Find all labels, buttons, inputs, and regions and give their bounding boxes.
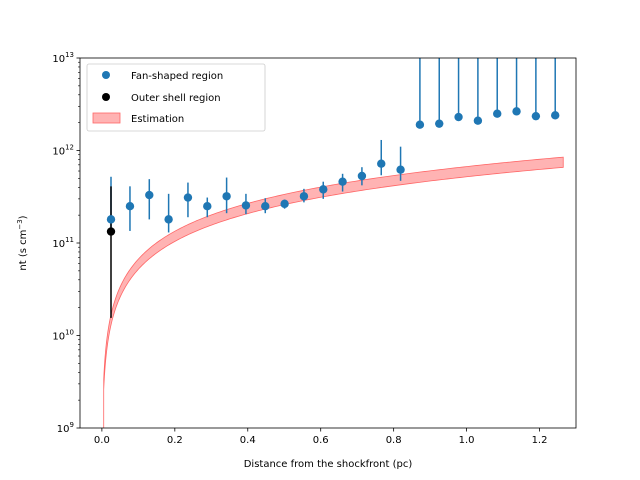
legend-label-estimation: Estimation bbox=[131, 114, 184, 125]
y-tick-label: 109 bbox=[57, 421, 74, 435]
y-axis-title-exponent: −3 bbox=[16, 219, 24, 229]
legend: Fan-shaped region Outer shell region Est… bbox=[86, 63, 266, 132]
y-tick-label: 1010 bbox=[52, 329, 74, 343]
x-tick-label: 0.2 bbox=[167, 435, 183, 446]
fan-shaped-point bbox=[241, 201, 251, 210]
y-tick-label-base: 10 bbox=[57, 424, 70, 435]
fan-shaped-point bbox=[222, 192, 231, 201]
fan-shaped-point bbox=[396, 165, 405, 174]
fan-shaped-point bbox=[280, 199, 289, 209]
y-tick-label-base: 10 bbox=[52, 239, 65, 250]
x-tick-label: 1.0 bbox=[459, 435, 475, 446]
fan-shaped-point bbox=[319, 185, 328, 194]
y-axis-title-close: ) bbox=[18, 215, 29, 219]
legend-marker-fan-shaped bbox=[102, 71, 110, 79]
x-tick-label: 1.2 bbox=[532, 435, 548, 446]
y-tick-label-exponent: 10 bbox=[65, 329, 74, 337]
y-tick-label: 1013 bbox=[52, 51, 74, 65]
fan-shaped-point bbox=[531, 111, 541, 121]
fan-shaped-point bbox=[164, 215, 173, 224]
x-axis-title: Distance from the shockfront (pc) bbox=[244, 459, 413, 470]
y-tick-label-exponent: 11 bbox=[65, 236, 74, 244]
x-tick-label: 0.4 bbox=[240, 435, 256, 446]
data-point-layer bbox=[106, 107, 560, 236]
fan-shaped-point bbox=[415, 120, 425, 129]
estimation-band bbox=[103, 156, 564, 428]
y-axis-title: nt (s cm−3) bbox=[16, 215, 29, 270]
fan-shaped-point bbox=[512, 107, 521, 116]
legend-label-fan-shaped: Fan-shaped region bbox=[131, 71, 223, 82]
fan-shaped-point bbox=[299, 192, 309, 201]
fan-shaped-point bbox=[473, 116, 483, 125]
y-tick-label-exponent: 13 bbox=[65, 51, 74, 59]
y-tick-label: 1011 bbox=[52, 236, 74, 250]
x-tick-label: 0.8 bbox=[386, 435, 402, 446]
fan-shaped-point bbox=[435, 119, 444, 128]
estimation-band-layer bbox=[103, 156, 564, 428]
x-axis-ticks: 0.0 0.2 0.4 0.6 0.8 1.0 1.2 bbox=[94, 428, 548, 446]
legend-frame bbox=[86, 63, 266, 132]
y-tick-label-base: 10 bbox=[52, 332, 65, 343]
y-tick-label: 1012 bbox=[52, 144, 74, 158]
outer-shell-point bbox=[106, 227, 116, 236]
x-tick-label: 0.6 bbox=[313, 435, 329, 446]
fan-shaped-point bbox=[377, 159, 386, 168]
fan-shaped-point bbox=[261, 201, 270, 211]
fan-shaped-point bbox=[145, 190, 154, 200]
x-tick-label: 0.0 bbox=[94, 435, 110, 446]
fan-shaped-point bbox=[203, 201, 212, 211]
legend-patch-estimation bbox=[92, 112, 121, 124]
fan-shaped-point bbox=[357, 171, 367, 181]
legend-label-outer-shell: Outer shell region bbox=[131, 93, 221, 104]
fan-shaped-point bbox=[551, 111, 560, 120]
fan-shaped-point bbox=[493, 109, 502, 118]
y-axis-title-main: nt (s cm bbox=[18, 230, 29, 271]
fan-shaped-point bbox=[338, 177, 347, 186]
y-tick-label-base: 10 bbox=[52, 147, 65, 158]
fan-shaped-point bbox=[106, 215, 116, 224]
fan-shaped-point bbox=[125, 201, 135, 211]
fan-shaped-point bbox=[183, 193, 193, 202]
y-tick-label-exponent: 9 bbox=[70, 421, 74, 429]
legend-marker-outer-shell bbox=[102, 93, 110, 101]
fan-shaped-point bbox=[454, 112, 463, 122]
y-tick-label-exponent: 12 bbox=[65, 144, 74, 152]
y-tick-label-base: 10 bbox=[52, 54, 65, 65]
